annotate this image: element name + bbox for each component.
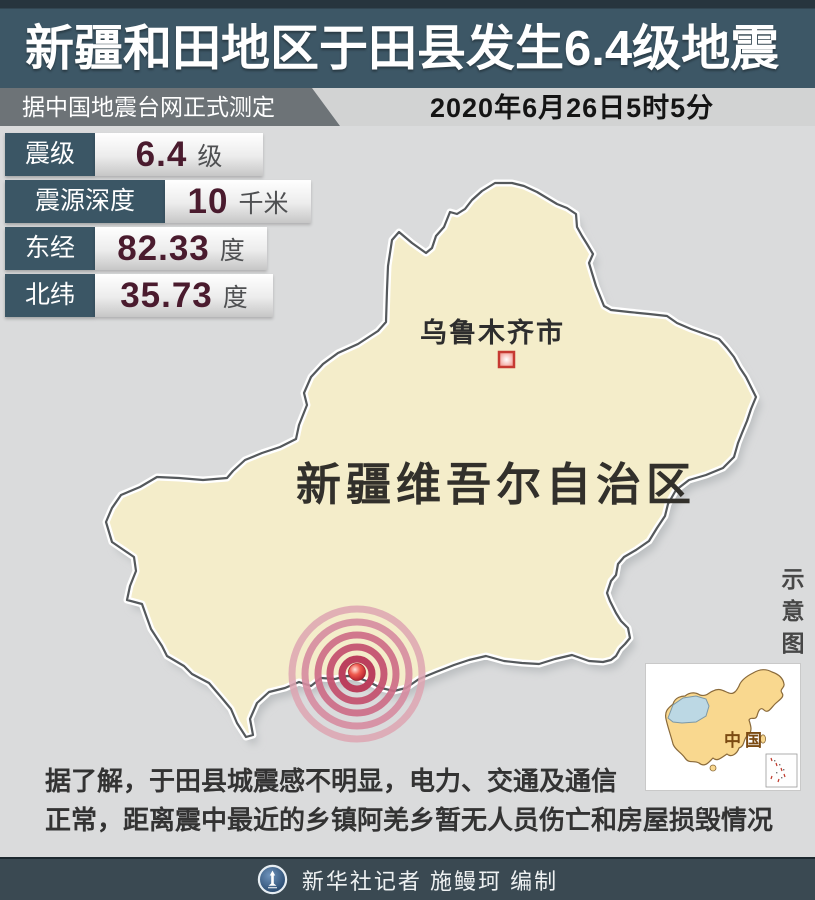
map-region-border xyxy=(104,181,758,739)
city-label: 乌鲁木齐市 xyxy=(420,318,565,348)
xinjiang-highlight xyxy=(667,695,710,724)
stat-label: 震级 xyxy=(5,133,95,176)
subheader-bar: 据中国地震台网正式测定 2020年6月26日5时5分 xyxy=(0,88,815,126)
xinhua-logo-icon xyxy=(257,864,288,895)
stat-row-latitude: 北纬 35.73 度 xyxy=(5,274,273,317)
stat-value: 35.73 xyxy=(120,275,213,315)
stat-unit: 度 xyxy=(219,236,245,265)
stat-row-depth: 震源深度 10 千米 xyxy=(5,180,311,223)
stat-value-box: 6.4 级 xyxy=(95,133,263,176)
south-sea-dashes xyxy=(770,757,786,783)
news-line-1: 据了解，于田县城震感不明显，电力、交通及通信 xyxy=(45,766,618,796)
city-marker xyxy=(497,350,516,369)
china-outline xyxy=(665,669,785,766)
china-inset-label: 中国 xyxy=(724,731,766,750)
news-line-2: 正常，距离震中最近的乡镇阿羌乡暂无人员伤亡和房屋损毁情况 xyxy=(45,805,774,835)
epicenter-marker xyxy=(288,605,426,743)
taiwan-island xyxy=(760,734,767,744)
stat-value-box: 35.73 度 xyxy=(95,274,273,317)
side-note: 示意图 xyxy=(778,567,804,663)
stat-unit: 千米 xyxy=(238,189,289,218)
stat-label: 东经 xyxy=(5,227,95,270)
stat-value: 82.33 xyxy=(117,228,210,268)
south-sea-islets xyxy=(774,760,785,779)
hainan-island xyxy=(709,764,717,772)
credit-text: 新华社记者 施鳗珂 编制 xyxy=(301,868,559,894)
source-label: 据中国地震台网正式测定 xyxy=(0,88,340,126)
china-map-graphic xyxy=(665,669,798,788)
news-paragraph: 据了解，于田县城震感不明显，电力、交通及通信 正常，距离震中最近的乡镇阿羌乡暂无… xyxy=(45,762,785,840)
stat-row-magnitude: 震级 6.4 级 xyxy=(5,133,263,176)
stat-unit: 度 xyxy=(222,283,248,312)
stat-value-box: 82.33 度 xyxy=(95,227,267,270)
stat-label: 震源深度 xyxy=(5,180,165,223)
stat-value: 6.4 xyxy=(135,134,188,174)
epicenter-ball xyxy=(348,663,366,681)
stat-unit: 级 xyxy=(197,142,223,171)
page-title: 新疆和田地区于田县发生6.4级地震 xyxy=(25,21,780,76)
footer-bar: 新华社记者 施鳗珂 编制 xyxy=(0,857,815,900)
stat-value-box: 10 千米 xyxy=(165,180,311,223)
stat-label: 北纬 xyxy=(5,274,95,317)
china-inset-map: 中国 xyxy=(645,663,801,791)
header-bar: 新疆和田地区于田县发生6.4级地震 xyxy=(0,0,815,88)
stat-value: 10 xyxy=(187,181,229,221)
stat-row-longitude: 东经 82.33 度 xyxy=(5,227,267,270)
datetime-label: 2020年6月26日5时5分 xyxy=(430,93,715,123)
region-label: 新疆维吾尔自治区 xyxy=(296,458,697,511)
